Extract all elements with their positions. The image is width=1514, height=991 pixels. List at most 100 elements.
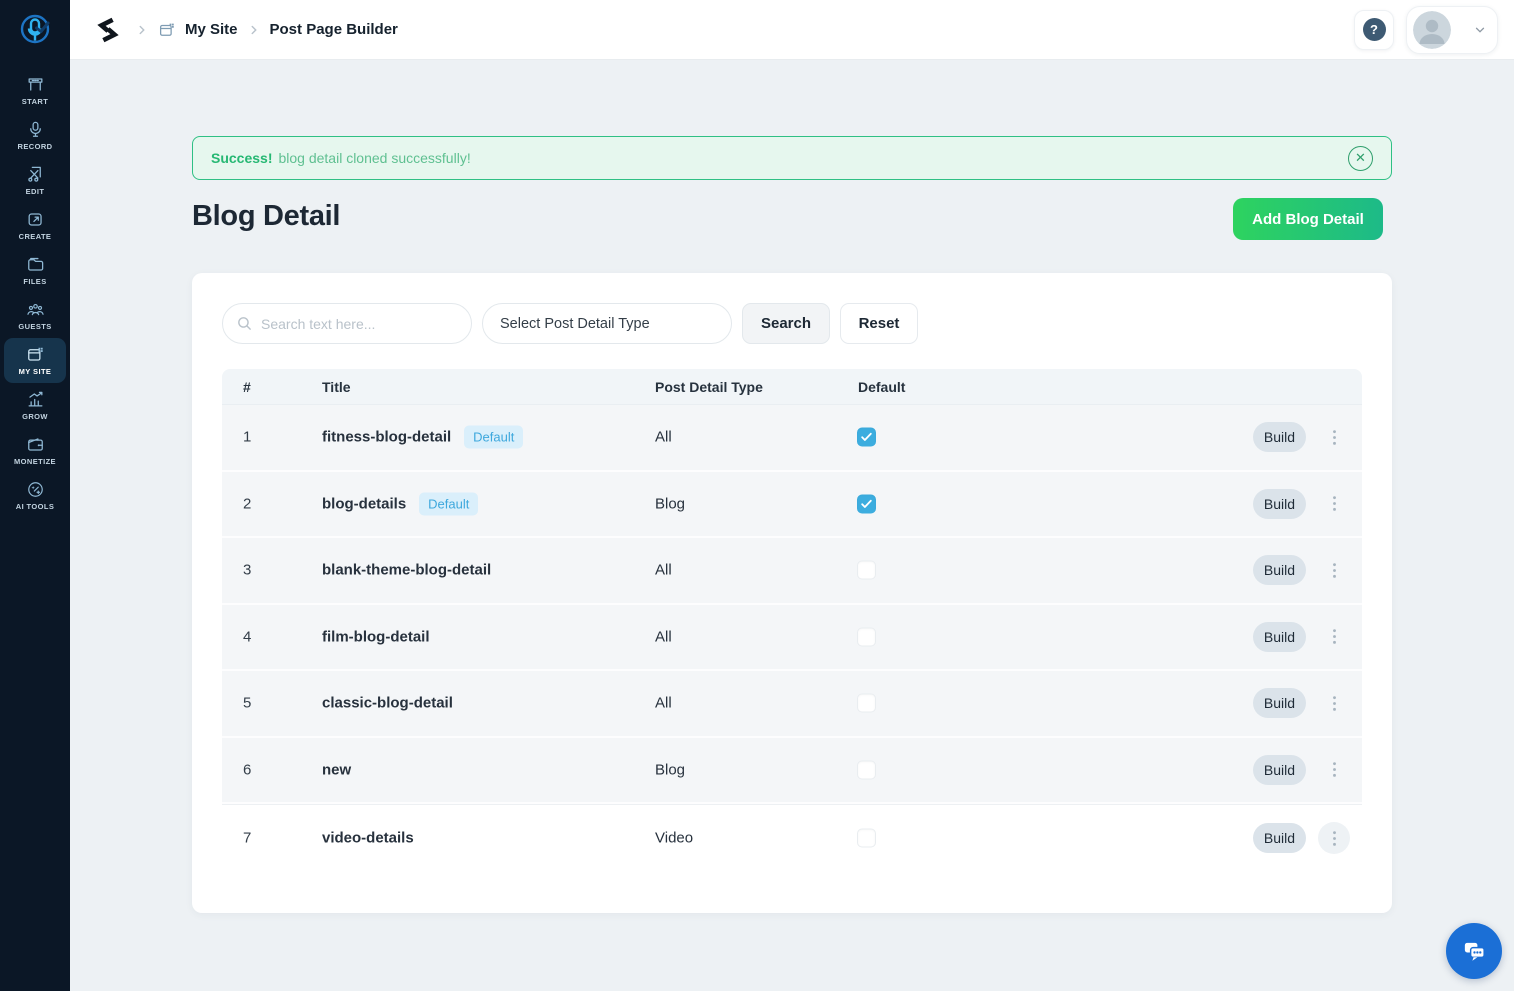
sidebar-item-grow[interactable]: GROW bbox=[4, 383, 66, 428]
add-blog-detail-button[interactable]: Add Blog Detail bbox=[1233, 198, 1383, 240]
row-number: 1 bbox=[243, 428, 252, 446]
row-title: fitness-blog-detail bbox=[322, 428, 452, 446]
table-row: 5 classic-blog-detail All Build bbox=[222, 671, 1362, 738]
sidebar-item-edit[interactable]: EDIT bbox=[4, 158, 66, 203]
default-checkbox[interactable] bbox=[857, 627, 876, 647]
search-button[interactable]: Search bbox=[742, 303, 830, 344]
row-menu-kebab[interactable] bbox=[1318, 621, 1350, 653]
chevron-right-icon bbox=[135, 23, 149, 37]
account-menu-button[interactable] bbox=[1406, 5, 1498, 54]
reset-button[interactable]: Reset bbox=[840, 303, 918, 344]
alert-title: Success! bbox=[211, 150, 273, 166]
row-title: video-details bbox=[322, 829, 414, 847]
default-checkbox[interactable] bbox=[857, 427, 876, 447]
brand-glyph-icon[interactable] bbox=[95, 17, 121, 43]
chat-bubbles-icon bbox=[1461, 938, 1488, 965]
table-row: 1 fitness-blog-detail Default All Build bbox=[222, 405, 1362, 472]
default-checkbox[interactable] bbox=[857, 494, 876, 514]
table-row: 3 blank-theme-blog-detail All Build bbox=[222, 538, 1362, 605]
search-box bbox=[222, 303, 472, 344]
row-post-detail-type: All bbox=[655, 628, 672, 646]
page-title: Blog Detail bbox=[192, 200, 341, 232]
breadcrumb-my-site[interactable]: My Site bbox=[185, 21, 238, 38]
monetize-icon bbox=[26, 435, 45, 454]
default-badge: Default bbox=[464, 425, 524, 449]
app-logo[interactable] bbox=[0, 0, 70, 60]
record-icon bbox=[26, 120, 45, 139]
row-title-cell: blank-theme-blog-detail bbox=[322, 562, 491, 579]
row-number: 2 bbox=[243, 495, 252, 513]
row-title-cell: fitness-blog-detail Default bbox=[322, 425, 524, 449]
default-badge: Default bbox=[419, 492, 479, 516]
row-menu-kebab[interactable] bbox=[1318, 421, 1350, 453]
row-post-detail-type: Video bbox=[655, 829, 694, 847]
column-header-post-detail-type: Post Detail Type bbox=[655, 378, 763, 395]
row-menu-kebab[interactable] bbox=[1318, 554, 1350, 586]
sidebar-item-files[interactable]: FILES bbox=[4, 248, 66, 293]
post-detail-type-select[interactable]: Select Post Detail Type bbox=[482, 303, 732, 344]
default-checkbox[interactable] bbox=[857, 560, 876, 580]
row-menu-kebab[interactable] bbox=[1318, 488, 1350, 520]
row-post-detail-type: All bbox=[655, 428, 672, 446]
default-checkbox[interactable] bbox=[857, 693, 876, 713]
top-header: My Site Post Page Builder ? bbox=[70, 0, 1514, 60]
grow-icon bbox=[26, 390, 45, 409]
row-menu-kebab[interactable] bbox=[1318, 822, 1350, 854]
help-button[interactable]: ? bbox=[1354, 9, 1394, 50]
row-title-cell: blog-details Default bbox=[322, 492, 479, 516]
files-icon bbox=[26, 255, 45, 274]
row-title: film-blog-detail bbox=[322, 628, 430, 646]
sidebar-item-my-site[interactable]: MY SITE bbox=[4, 338, 66, 383]
header-right: ? bbox=[1354, 5, 1498, 54]
breadcrumb: My Site Post Page Builder bbox=[135, 21, 398, 39]
podcast-mic-logo-icon bbox=[15, 10, 55, 50]
alert-close-button[interactable]: ✕ bbox=[1348, 145, 1373, 171]
table-row: 6 new Blog Build bbox=[222, 737, 1362, 804]
build-button[interactable]: Build bbox=[1253, 688, 1306, 719]
build-button[interactable]: Build bbox=[1253, 488, 1306, 519]
ai-tools-icon bbox=[26, 480, 45, 499]
chat-fab[interactable] bbox=[1446, 923, 1502, 979]
row-menu-kebab[interactable] bbox=[1318, 687, 1350, 719]
row-title-cell: film-blog-detail bbox=[322, 628, 430, 645]
column-header-number: # bbox=[243, 378, 251, 395]
row-title-cell: video-details bbox=[322, 830, 414, 847]
build-button[interactable]: Build bbox=[1253, 754, 1306, 785]
sidebar-item-create[interactable]: CREATE bbox=[4, 203, 66, 248]
sidebar-item-ai-tools[interactable]: AI TOOLS bbox=[4, 473, 66, 518]
build-button[interactable]: Build bbox=[1253, 555, 1306, 586]
chevron-down-icon bbox=[1473, 23, 1487, 37]
row-title: blog-details bbox=[322, 495, 407, 513]
filters-bar: Select Post Detail Type Search Reset bbox=[222, 303, 918, 344]
my-site-icon bbox=[26, 345, 45, 364]
row-number: 6 bbox=[243, 761, 252, 779]
row-title: classic-blog-detail bbox=[322, 694, 453, 712]
default-checkbox[interactable] bbox=[857, 828, 876, 848]
row-number: 4 bbox=[243, 628, 252, 646]
build-button[interactable]: Build bbox=[1253, 621, 1306, 652]
search-icon bbox=[236, 315, 253, 332]
site-window-icon bbox=[158, 21, 176, 39]
sidebar-item-start[interactable]: START bbox=[4, 68, 66, 113]
table-body: 1 fitness-blog-detail Default All Build … bbox=[222, 405, 1362, 871]
sidebar-item-monetize[interactable]: MONETIZE bbox=[4, 428, 66, 473]
row-post-detail-type: Blog bbox=[655, 495, 686, 513]
row-post-detail-type: All bbox=[655, 694, 672, 712]
sidebar: START RECORD EDIT CREATE FILES GUESTS MY… bbox=[0, 0, 70, 991]
success-alert: Success! blog detail cloned successfully… bbox=[192, 136, 1392, 180]
search-input[interactable] bbox=[261, 315, 458, 332]
table-row: 2 blog-details Default Blog Build bbox=[222, 471, 1362, 538]
build-button[interactable]: Build bbox=[1253, 422, 1306, 453]
default-checkbox[interactable] bbox=[857, 760, 876, 780]
sidebar-nav: START RECORD EDIT CREATE FILES GUESTS MY… bbox=[0, 68, 70, 518]
table-row: 4 film-blog-detail All Build bbox=[222, 604, 1362, 671]
row-menu-kebab[interactable] bbox=[1318, 754, 1350, 786]
build-button[interactable]: Build bbox=[1253, 823, 1306, 853]
question-mark-icon: ? bbox=[1362, 18, 1386, 41]
table-header: # Title Post Detail Type Default bbox=[222, 369, 1362, 405]
alert-message: blog detail cloned successfully! bbox=[278, 150, 471, 166]
sidebar-item-record[interactable]: RECORD bbox=[4, 113, 66, 158]
row-title: new bbox=[322, 761, 352, 779]
sidebar-item-guests[interactable]: GUESTS bbox=[4, 293, 66, 338]
avatar bbox=[1413, 10, 1451, 49]
